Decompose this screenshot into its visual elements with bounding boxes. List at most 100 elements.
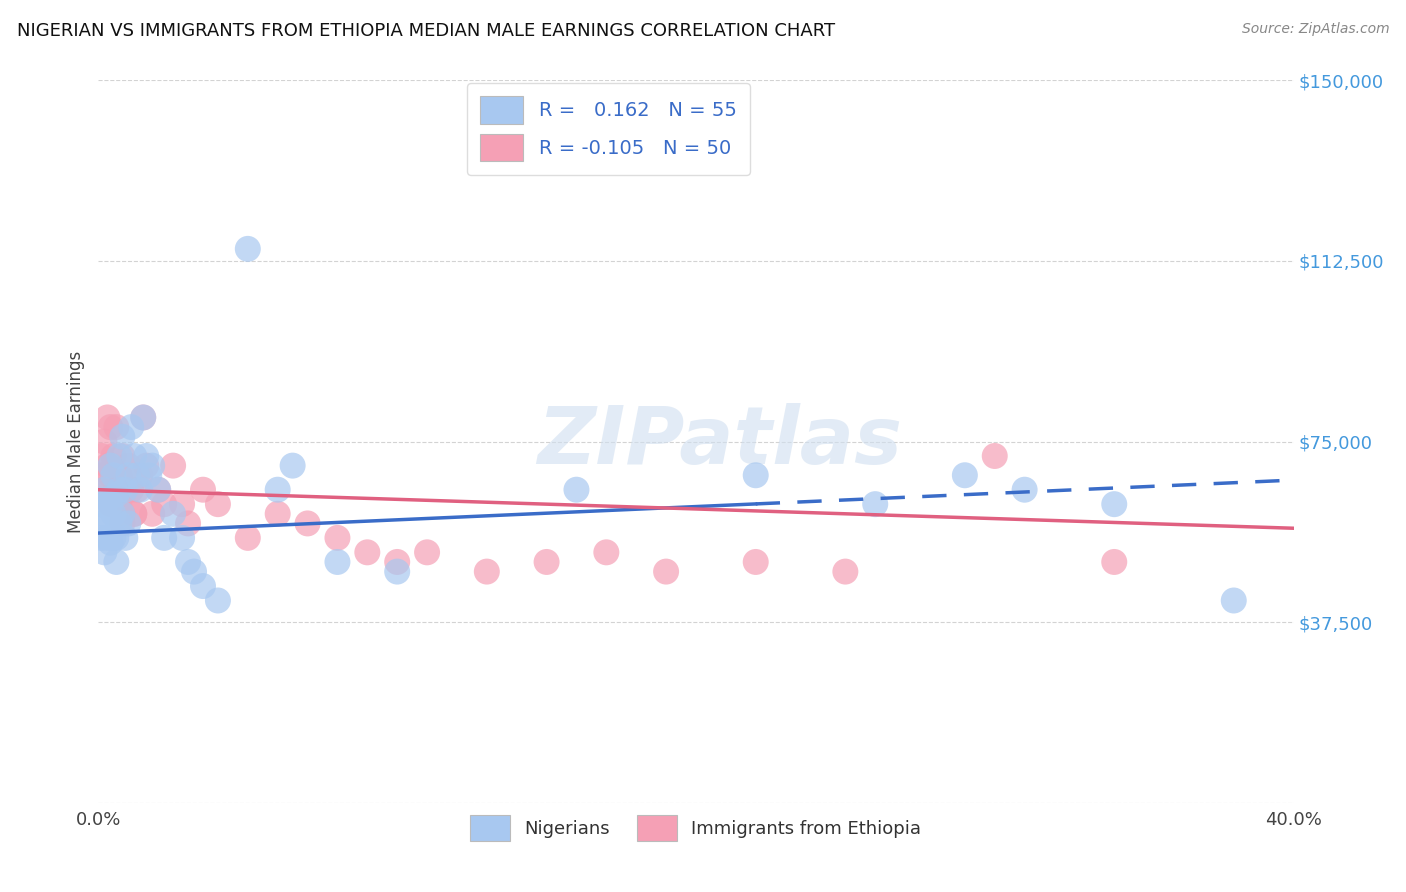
- Point: [162, 458, 184, 473]
- Point: [117, 458, 139, 473]
- Point: [281, 458, 304, 473]
- Text: Source: ZipAtlas.com: Source: ZipAtlas.com: [1241, 22, 1389, 37]
- Point: [177, 516, 200, 531]
- Point: [984, 449, 1007, 463]
- Point: [111, 507, 134, 521]
- Point: [356, 545, 378, 559]
- Point: [1223, 593, 1246, 607]
- Point: [141, 458, 163, 473]
- Point: [108, 483, 131, 497]
- Point: [132, 410, 155, 425]
- Point: [172, 531, 194, 545]
- Point: [103, 497, 125, 511]
- Point: [124, 449, 146, 463]
- Point: [93, 545, 115, 559]
- Point: [90, 468, 112, 483]
- Point: [162, 507, 184, 521]
- Point: [105, 468, 128, 483]
- Point: [98, 458, 122, 473]
- Point: [96, 516, 118, 531]
- Point: [416, 545, 439, 559]
- Point: [326, 555, 349, 569]
- Point: [124, 507, 146, 521]
- Point: [565, 483, 588, 497]
- Point: [120, 420, 142, 434]
- Point: [98, 497, 122, 511]
- Point: [96, 410, 118, 425]
- Point: [834, 565, 856, 579]
- Point: [98, 468, 122, 483]
- Point: [129, 468, 152, 483]
- Point: [953, 468, 976, 483]
- Point: [1014, 483, 1036, 497]
- Text: NIGERIAN VS IMMIGRANTS FROM ETHIOPIA MEDIAN MALE EARNINGS CORRELATION CHART: NIGERIAN VS IMMIGRANTS FROM ETHIOPIA MED…: [17, 22, 835, 40]
- Point: [127, 468, 149, 483]
- Point: [183, 565, 205, 579]
- Point: [93, 434, 115, 449]
- Point: [267, 507, 290, 521]
- Point: [475, 565, 498, 579]
- Point: [138, 468, 160, 483]
- Point: [90, 449, 112, 463]
- Point: [148, 483, 170, 497]
- Point: [236, 242, 259, 256]
- Point: [385, 555, 409, 569]
- Point: [105, 555, 128, 569]
- Point: [117, 468, 139, 483]
- Point: [124, 507, 146, 521]
- Point: [108, 449, 131, 463]
- Point: [117, 516, 139, 531]
- Point: [865, 497, 887, 511]
- Point: [129, 483, 152, 497]
- Point: [655, 565, 678, 579]
- Point: [153, 531, 176, 545]
- Point: [103, 507, 125, 521]
- Point: [96, 458, 118, 473]
- Point: [105, 420, 128, 434]
- Point: [103, 531, 125, 545]
- Point: [135, 458, 157, 473]
- Point: [105, 531, 128, 545]
- Point: [98, 420, 122, 434]
- Point: [1104, 555, 1126, 569]
- Point: [595, 545, 617, 559]
- Point: [127, 483, 149, 497]
- Point: [120, 483, 142, 497]
- Point: [93, 483, 115, 497]
- Point: [111, 507, 134, 521]
- Point: [153, 497, 176, 511]
- Point: [177, 555, 200, 569]
- Point: [96, 492, 118, 507]
- Point: [108, 468, 131, 483]
- Point: [96, 531, 118, 545]
- Point: [90, 531, 112, 545]
- Point: [132, 410, 155, 425]
- Point: [114, 531, 136, 545]
- Point: [141, 507, 163, 521]
- Point: [114, 483, 136, 497]
- Point: [98, 497, 122, 511]
- Point: [114, 483, 136, 497]
- Point: [207, 497, 229, 511]
- Point: [191, 483, 214, 497]
- Point: [745, 555, 768, 569]
- Point: [90, 516, 112, 531]
- Point: [111, 516, 134, 531]
- Point: [103, 449, 125, 463]
- Point: [236, 531, 259, 545]
- Point: [105, 487, 128, 501]
- Point: [90, 497, 112, 511]
- Point: [385, 565, 409, 579]
- Point: [108, 497, 131, 511]
- Point: [267, 483, 290, 497]
- Point: [172, 497, 194, 511]
- Point: [536, 555, 558, 569]
- Point: [111, 449, 134, 463]
- Point: [108, 516, 131, 531]
- Point: [148, 483, 170, 497]
- Point: [191, 579, 214, 593]
- Point: [1104, 497, 1126, 511]
- Point: [93, 483, 115, 497]
- Point: [207, 593, 229, 607]
- Y-axis label: Median Male Earnings: Median Male Earnings: [67, 351, 86, 533]
